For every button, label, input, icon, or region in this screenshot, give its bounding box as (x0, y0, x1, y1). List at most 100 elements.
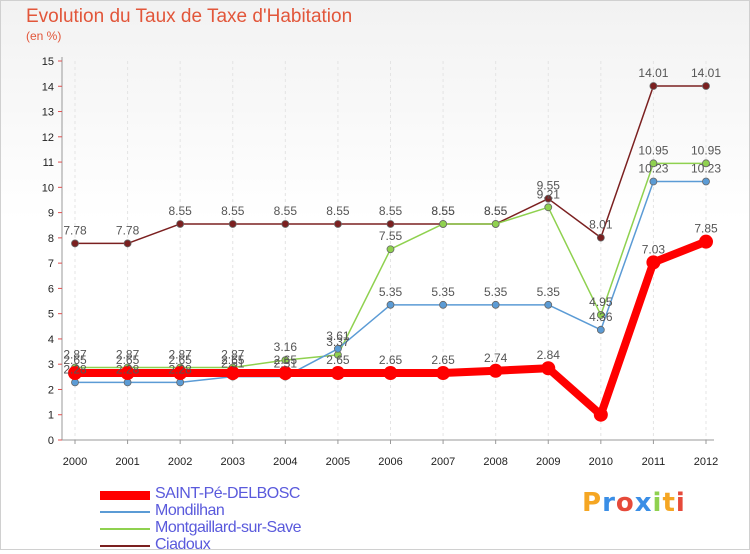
data-label: 2.87 (116, 347, 140, 361)
legend-swatch (100, 511, 150, 513)
data-point (71, 239, 79, 248)
logo-letter: r (602, 488, 616, 518)
data-label: 2.28 (116, 362, 140, 376)
data-label: 3.37 (326, 335, 350, 349)
data-point (68, 366, 82, 381)
data-point (386, 245, 395, 254)
y-tick-label: 15 (42, 56, 54, 68)
data-label: 7.85 (694, 222, 718, 236)
logo-letter: i (652, 488, 663, 518)
data-point (281, 356, 290, 365)
x-tick-label: 2010 (589, 456, 613, 468)
legend-swatch (100, 528, 150, 530)
data-point (596, 233, 605, 242)
data-label: 9.21 (537, 187, 561, 201)
data-label: 8.55 (431, 204, 455, 218)
legend-swatch (100, 545, 150, 547)
data-point (646, 255, 661, 270)
data-label: 8.55 (274, 204, 298, 218)
data-point (123, 239, 132, 248)
x-tick-label: 2000 (63, 456, 87, 468)
legend-label: Mondilhan (155, 502, 225, 519)
y-tick-label: 13 (42, 107, 54, 119)
data-label: 5.35 (431, 285, 455, 299)
data-label: 2.65 (379, 353, 403, 367)
y-tick-label: 6 (48, 283, 54, 295)
data-point (702, 82, 710, 90)
data-point (436, 366, 451, 381)
data-label: 10.23 (638, 162, 668, 176)
logo-letter: i (675, 488, 686, 518)
y-tick-label: 4 (48, 334, 54, 346)
data-label: 8.55 (379, 204, 403, 218)
data-point (334, 344, 342, 353)
y-tick-label: 10 (42, 182, 54, 194)
y-tick-label: 2 (48, 384, 54, 396)
y-tick-label: 11 (43, 157, 54, 169)
x-tick-label: 2008 (483, 456, 507, 468)
data-point (699, 234, 713, 249)
data-label: 2.51 (274, 357, 298, 371)
proxiti-logo: Proxiti (582, 488, 686, 518)
x-tick-label: 2003 (221, 456, 245, 468)
y-tick-label: 5 (48, 309, 54, 321)
data-label: 2.65 (431, 353, 455, 367)
data-label: 10.95 (691, 143, 721, 157)
data-point (228, 220, 237, 228)
data-point (225, 366, 240, 381)
y-tick-label: 12 (42, 132, 54, 144)
data-label: 2.65 (116, 353, 140, 367)
data-point (439, 300, 447, 309)
y-tick-label: 7 (48, 258, 54, 270)
data-label: 2.28 (168, 362, 192, 376)
data-label: 7.55 (379, 229, 403, 243)
data-label: 2.51 (221, 357, 245, 371)
data-point (596, 325, 605, 334)
data-label: 2.65 (274, 353, 298, 367)
data-label: 14.01 (691, 66, 721, 80)
data-point (386, 300, 395, 309)
logo-letter: P (582, 488, 603, 518)
data-point (330, 366, 345, 381)
data-label: 8.01 (589, 218, 613, 232)
legend-label: Ciadoux (155, 536, 211, 553)
x-tick-label: 2005 (326, 456, 350, 468)
data-label: 2.28 (63, 362, 87, 376)
data-label: 2.84 (537, 348, 561, 362)
chart-subtitle: (en %) (26, 29, 62, 43)
data-label: 10.23 (691, 162, 721, 176)
logo-letter: o (615, 488, 635, 518)
data-point (649, 159, 658, 168)
x-tick-label: 2012 (694, 456, 718, 468)
x-tick-label: 2001 (115, 456, 139, 468)
data-point (596, 311, 605, 319)
y-tick-label: 0 (48, 435, 54, 447)
data-point (176, 220, 185, 228)
logo-letter: x (634, 488, 653, 518)
data-point (120, 366, 135, 381)
data-point (334, 220, 342, 228)
data-label: 8.55 (484, 204, 508, 218)
data-label: 10.95 (638, 143, 668, 157)
data-label: 7.78 (116, 223, 140, 237)
data-label: 2.74 (484, 351, 508, 365)
data-point (173, 366, 188, 381)
x-tick-label: 2002 (168, 456, 192, 468)
data-label: 5.35 (379, 285, 403, 299)
legend-label: SAINT-Pé-DELBOSC (155, 485, 300, 502)
data-point (488, 363, 503, 378)
data-point (541, 361, 556, 376)
data-label: 4.36 (589, 310, 613, 324)
data-label: 2.87 (168, 347, 192, 361)
data-label: 8.55 (168, 204, 192, 218)
x-tick-label: 2004 (273, 456, 297, 468)
data-label: 8.55 (431, 204, 455, 218)
data-point (593, 407, 608, 422)
y-tick-label: 14 (42, 81, 54, 93)
data-label: 8.55 (221, 204, 245, 218)
data-point (702, 177, 710, 186)
data-point (491, 300, 500, 309)
x-tick-label: 2007 (431, 456, 455, 468)
